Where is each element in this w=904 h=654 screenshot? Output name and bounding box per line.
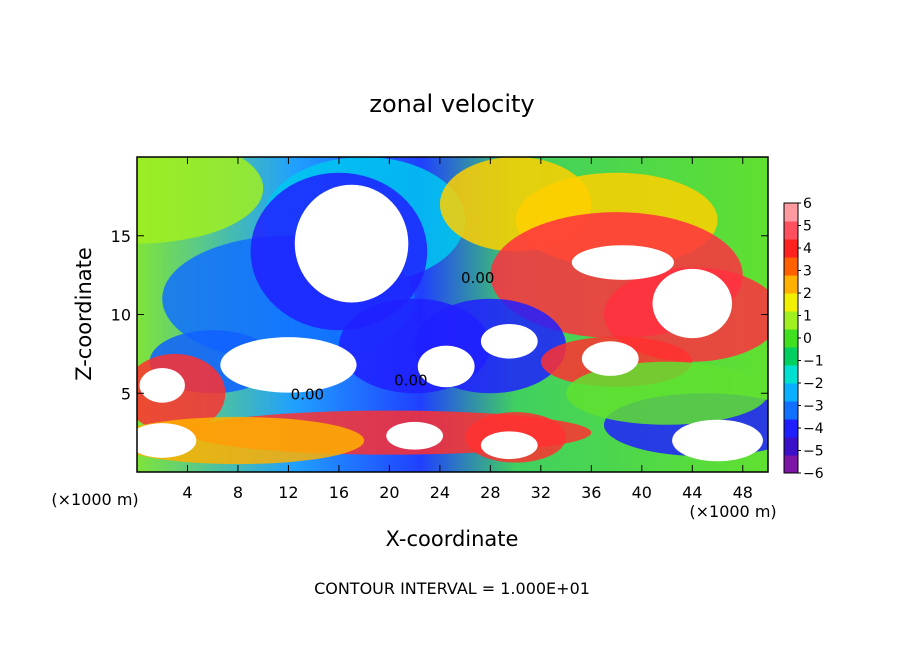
contour-interval-note: CONTOUR INTERVAL = 1.000E+01 [314, 579, 590, 598]
colorbar-tick-label: −2 [803, 376, 824, 392]
x-axis: 4 8 12 16 20 24 28 32 36 40 44 48 [182, 157, 753, 502]
field-blob [566, 361, 768, 425]
colorbar-swatch [784, 257, 798, 276]
colorbar-swatch [784, 437, 798, 456]
field-blob [137, 416, 365, 465]
colorbar-swatch [784, 365, 798, 384]
colorbar-tick-label: 0 [803, 331, 812, 347]
colorbar-swatch [784, 221, 798, 240]
colorbar-swatch [784, 329, 798, 348]
contour-lines: 0.00 0.00 0.00 [291, 269, 495, 404]
colorbar-tick-label: 3 [803, 264, 812, 280]
contour-label: 0.00 [291, 386, 324, 404]
colorbar-swatch [784, 203, 798, 222]
y-tick-label: 15 [111, 227, 131, 246]
heatmap-field [137, 157, 768, 472]
field-extremum-max-positive [652, 268, 733, 339]
x-tick-label: 28 [480, 483, 500, 502]
colorbar: 6 5 4 3 2 1 0 −1 −2 −3 −4 −5 −6 [783, 196, 824, 482]
x-tick-label: 4 [182, 483, 192, 502]
field-extremum-max-positive [581, 341, 639, 376]
y-tick-label: 10 [111, 306, 131, 325]
colorbar-swatch [784, 293, 798, 312]
colorbar-swatch [784, 239, 798, 258]
x-tick-label: 32 [531, 483, 551, 502]
colorbar-swatch [784, 347, 798, 366]
x-axis-label: X-coordinate [386, 527, 519, 551]
colorbar-swatch [784, 275, 798, 294]
contour-label: 0.00 [394, 371, 427, 389]
field-extremum-max-negative [672, 419, 763, 462]
field-extremum-max-positive [571, 245, 674, 280]
colorbar-tick-label: −3 [803, 399, 824, 415]
colorbar-tick-label: 2 [803, 286, 812, 302]
colorbar-tick-label: −6 [803, 466, 824, 482]
colorbar-tick-label: 5 [803, 219, 812, 235]
colorbar-swatch [784, 455, 798, 474]
x-tick-label: 16 [329, 483, 349, 502]
x-tick-label: 44 [682, 483, 702, 502]
field-extremum-max-negative [417, 345, 475, 388]
colorbar-swatch [784, 419, 798, 438]
chart-title: zonal velocity [369, 90, 534, 118]
field-blob [137, 157, 264, 244]
x-unit-label-right: (×1000 m) [689, 502, 776, 521]
field-extremum-max-negative [137, 423, 197, 458]
colorbar-tick-label: −5 [803, 444, 824, 460]
contour-label: 0.00 [461, 269, 494, 287]
field-extremum-max-negative [220, 337, 357, 393]
field-extremum-max-positive [139, 368, 185, 403]
x-tick-label: 20 [379, 483, 399, 502]
colorbar-tick-label: 6 [803, 196, 812, 212]
colorbar-swatch [784, 311, 798, 330]
field-extremum-max-positive [480, 431, 538, 460]
colorbar-tick-label: −4 [803, 421, 824, 437]
colorbar-tick-label: 1 [803, 309, 812, 325]
colorbar-swatch [784, 401, 798, 420]
y-axis: 5 10 15 [111, 227, 768, 403]
field-extremum-max-negative [480, 323, 538, 359]
x-tick-label: 12 [278, 483, 298, 502]
colorbar-tick-label: −1 [803, 354, 824, 370]
colorbar-tick-label: 4 [803, 241, 812, 257]
x-tick-label: 40 [632, 483, 652, 502]
x-tick-label: 48 [733, 483, 753, 502]
colorbar-swatch [784, 383, 798, 402]
x-tick-label: 36 [581, 483, 601, 502]
field-extremum-max-positive [386, 421, 444, 450]
x-unit-label-left: (×1000 m) [51, 490, 138, 509]
y-tick-label: 5 [121, 384, 131, 403]
x-tick-label: 24 [430, 483, 450, 502]
field-extremum-max-negative [294, 184, 409, 303]
x-tick-label: 8 [233, 483, 243, 502]
y-axis-label: Z-coordinate [72, 247, 96, 381]
